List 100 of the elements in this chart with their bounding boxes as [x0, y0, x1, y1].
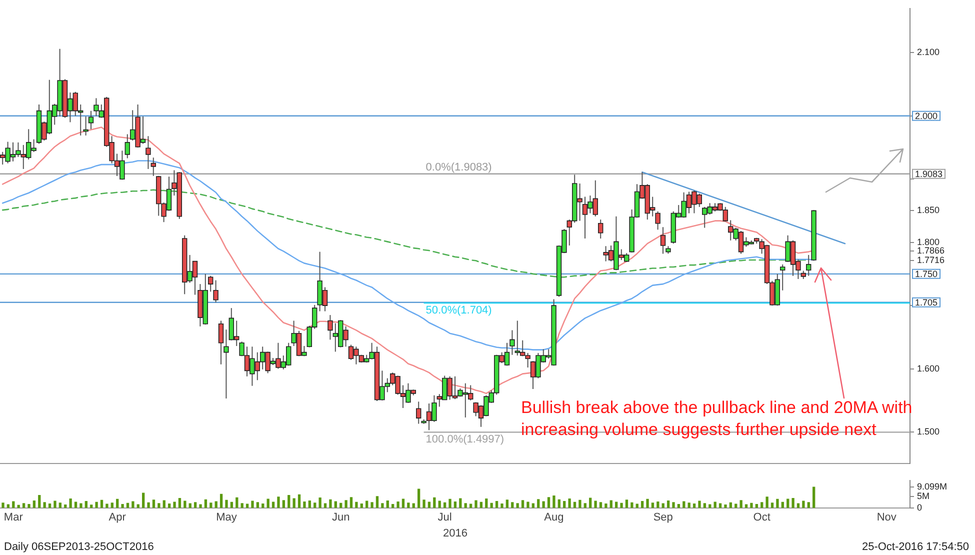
bar	[344, 500, 348, 508]
bar	[443, 502, 446, 508]
bar	[558, 499, 560, 508]
bar	[366, 500, 368, 508]
bar	[760, 502, 764, 508]
bar	[454, 501, 457, 508]
bar	[38, 495, 41, 508]
bar	[750, 502, 753, 508]
x-tick-label: Nov	[876, 512, 897, 524]
bar	[292, 498, 296, 508]
bar	[672, 502, 675, 508]
y-tick-label: 1.800	[917, 236, 940, 247]
bar	[147, 502, 150, 508]
bar	[204, 499, 208, 508]
bar	[438, 500, 441, 508]
bar	[469, 504, 472, 508]
bar	[386, 500, 389, 508]
bar	[236, 497, 238, 508]
bar	[532, 503, 534, 508]
bar	[792, 498, 794, 508]
bar	[17, 504, 20, 508]
ref-line-label: 100.0%(1.4997)	[426, 434, 504, 446]
bar	[225, 500, 228, 508]
x-tick-label: Mar	[4, 512, 24, 524]
bar	[568, 498, 571, 508]
bar	[199, 504, 202, 508]
bar	[636, 504, 638, 508]
bar	[194, 502, 197, 508]
bar	[740, 500, 742, 508]
bar	[69, 498, 72, 508]
bar	[360, 504, 363, 508]
bar	[266, 498, 270, 508]
bar	[485, 498, 488, 508]
bar	[262, 504, 264, 508]
bar	[288, 495, 290, 508]
bar	[703, 503, 706, 508]
bar	[277, 496, 280, 508]
y-tick-label: 1.7716	[917, 254, 945, 265]
bar	[724, 504, 727, 508]
bar	[734, 504, 738, 508]
bar	[599, 502, 602, 508]
bar	[781, 502, 784, 508]
bar	[240, 503, 244, 508]
bar	[459, 498, 462, 508]
bar	[807, 502, 810, 508]
bar	[402, 498, 405, 508]
bar	[256, 502, 260, 508]
bar	[162, 500, 166, 508]
bar	[329, 499, 332, 508]
bar	[48, 504, 52, 508]
bar	[552, 495, 556, 508]
bar	[142, 492, 145, 508]
bar	[303, 501, 306, 508]
bar	[173, 502, 176, 508]
bar	[490, 502, 493, 508]
bar	[615, 502, 618, 508]
y-tick-label: 9.099M	[917, 482, 948, 492]
bar	[126, 502, 130, 508]
y-tick-label: 1.850	[917, 205, 940, 216]
bar	[121, 504, 124, 508]
bar	[95, 502, 98, 508]
bar	[110, 502, 114, 508]
ref-line-label: 50.0%(1.704)	[426, 304, 492, 317]
bar	[474, 500, 478, 508]
y-tick-label: 0	[917, 502, 922, 512]
bar	[64, 504, 67, 508]
y-tick-label: 1.600	[917, 363, 940, 374]
bar	[2, 502, 4, 508]
bar	[12, 501, 15, 508]
bar	[744, 504, 748, 508]
bar	[168, 504, 171, 508]
bar	[392, 504, 394, 508]
bar	[412, 503, 415, 508]
bar	[132, 501, 134, 508]
bar	[370, 502, 374, 508]
bar	[677, 504, 680, 508]
ref-line-label: 1.750	[915, 268, 938, 279]
bar	[178, 498, 182, 508]
bar	[448, 498, 452, 508]
bar	[116, 498, 119, 508]
bar	[376, 496, 379, 508]
x-tick-label: May	[216, 512, 238, 524]
bar	[407, 502, 410, 508]
bar	[272, 502, 275, 508]
bar	[422, 500, 426, 508]
bar	[184, 500, 186, 508]
bar	[480, 502, 483, 508]
bar	[158, 503, 160, 508]
ref-line-label: 1.705	[915, 297, 938, 308]
bar	[54, 500, 56, 508]
bar	[766, 496, 768, 508]
bar	[22, 503, 26, 508]
bar	[324, 503, 327, 508]
bar	[692, 504, 696, 508]
y-tick-label: 1.7866	[917, 245, 945, 256]
bar	[106, 504, 108, 508]
y-tick-label: 1.500	[917, 426, 940, 436]
bar	[770, 502, 774, 508]
bar	[495, 501, 498, 508]
x-tick-label: Sep	[653, 512, 673, 524]
